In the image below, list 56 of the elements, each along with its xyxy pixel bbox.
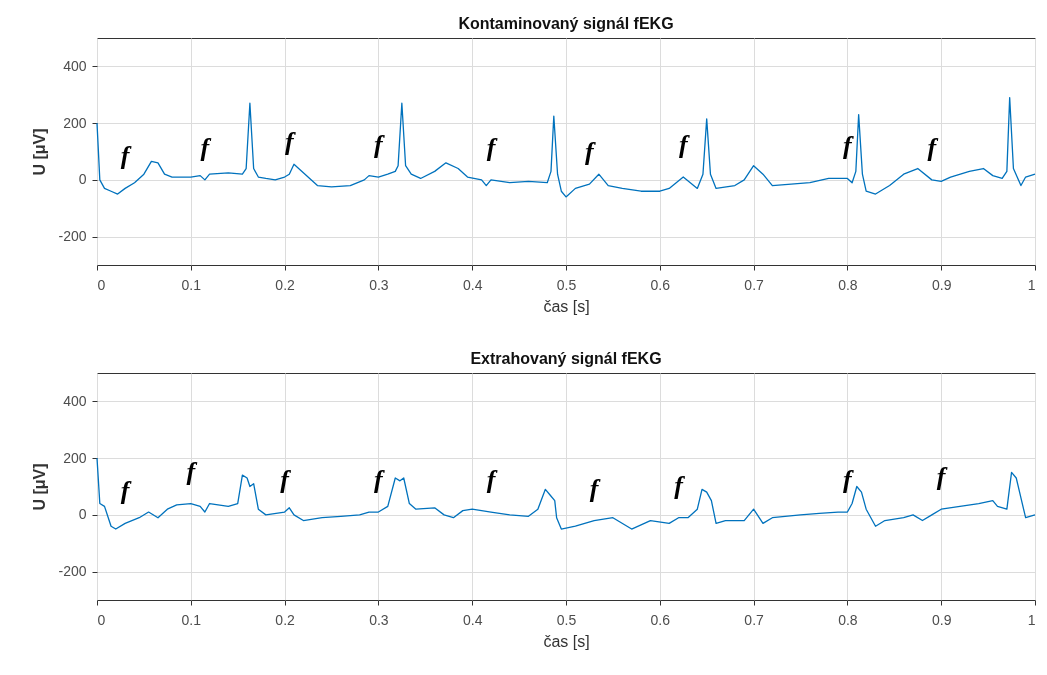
x-tick-label: 0.5 (556, 276, 577, 293)
annotation: f (843, 465, 855, 495)
annotation: f (486, 132, 498, 162)
x-tick-label: 0.7 (744, 611, 765, 628)
x-tick-label: 0 (97, 276, 106, 293)
annotation: f (843, 131, 855, 161)
annotation: f (200, 132, 212, 162)
x-tick-label: 0.5 (556, 611, 577, 628)
annotation: f (927, 132, 939, 162)
x-tick-label: 0.6 (650, 611, 671, 628)
x-tick-label: 0.1 (181, 276, 202, 293)
x-tick-label: 1 (1027, 611, 1036, 628)
x-tick-label: 0.8 (838, 276, 858, 293)
annotation: f (120, 476, 132, 506)
x-tick-label: 1 (1027, 276, 1036, 293)
annotation: f (585, 137, 597, 167)
x-tick-label: 0.4 (462, 276, 483, 293)
x-tick-label: 0.3 (369, 276, 389, 293)
x-tick-label: 0.4 (462, 611, 483, 628)
annotation: f (284, 127, 296, 157)
x-tick-label: 0.3 (369, 611, 389, 628)
y-tick-label: 400 (63, 392, 87, 409)
y-tick-label: 0 (78, 171, 87, 188)
line-series (96, 457, 1036, 530)
x-tick-label: 0.9 (931, 611, 952, 628)
y-axis-title: U [μV] (31, 463, 49, 511)
y-tick-label: 0 (78, 506, 87, 523)
chart-title: Extrahovaný signál fEKG (470, 350, 662, 367)
annotation: f (374, 465, 386, 495)
y-tick-label: 200 (63, 114, 87, 131)
x-tick-label: 0.8 (838, 611, 858, 628)
x-tick-label: 0 (97, 611, 106, 628)
annotation: f (674, 470, 686, 500)
x-axis-title: čas [s] (543, 632, 590, 650)
x-axis-title: čas [s] (543, 297, 590, 315)
chart-title: Kontaminovaný signál fEKG (458, 15, 674, 32)
annotation: f (186, 456, 198, 486)
annotation: f (678, 130, 690, 160)
x-tick-label: 0.9 (931, 276, 952, 293)
y-axis-title: U [μV] (31, 128, 49, 176)
y-tick-label: 200 (63, 449, 87, 466)
x-tick-label: 0.1 (181, 611, 202, 628)
x-tick-label: 0.2 (275, 276, 296, 293)
annotation: f (374, 130, 386, 160)
annotation: f (936, 462, 948, 492)
x-tick-label: 0.7 (744, 276, 765, 293)
line-series (96, 96, 1036, 198)
x-tick-label: 0.6 (650, 276, 671, 293)
annotation: f (589, 473, 601, 503)
annotation: f (280, 465, 292, 495)
annotation: f (486, 465, 498, 495)
x-tick-label: 0.2 (275, 611, 296, 628)
y-tick-label: -200 (58, 563, 87, 580)
y-tick-label: -200 (58, 228, 87, 245)
y-tick-label: 400 (63, 57, 87, 74)
annotation: f (120, 141, 132, 171)
